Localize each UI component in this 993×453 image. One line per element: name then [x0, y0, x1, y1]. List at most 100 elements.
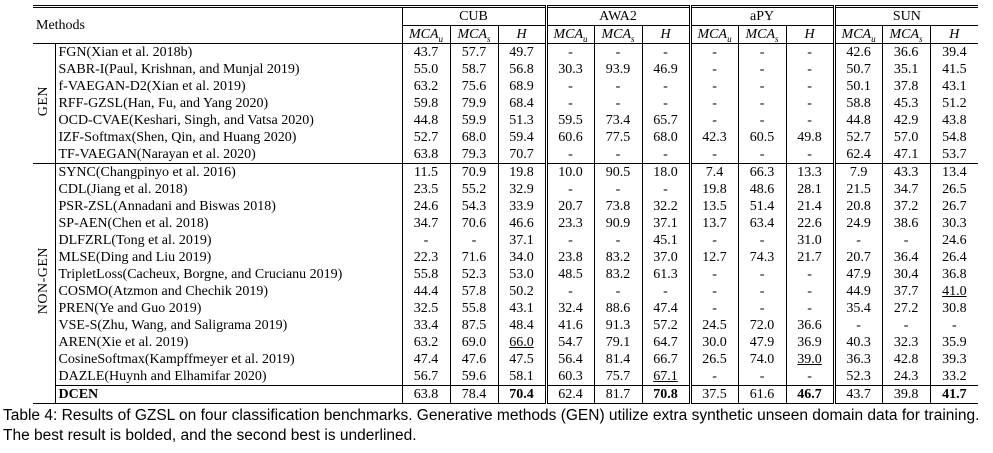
value-text: 83.2 [605, 249, 631, 265]
value-cell: 35.9 [929, 334, 979, 351]
column-main: MCA [553, 26, 584, 42]
value-cell: - [688, 232, 739, 249]
method-cell: DAZLE(Huynh and Elhamifar 2020) [58, 368, 267, 384]
value-text: - [856, 317, 861, 333]
value-text: 63.8 [413, 146, 439, 162]
value-text: 52.7 [413, 129, 439, 145]
value-cell: 44.8 [832, 112, 883, 129]
value-text: 59.5 [558, 112, 583, 128]
column-header: MCAu [832, 25, 883, 44]
value-cell: 19.8 [688, 181, 739, 198]
value-text: - [807, 78, 812, 94]
value-cell: - [688, 283, 739, 300]
value-cell: 55.8 [401, 266, 450, 283]
value-text: - [615, 232, 621, 248]
value-text: 13.5 [702, 198, 727, 214]
value-text: 33.2 [942, 368, 967, 384]
column-main: MCA [457, 26, 488, 42]
value-text: 41.0 [942, 283, 967, 299]
value-text: 37.5 [702, 386, 727, 402]
method-cell: FGN(Xian et al. 2018b) [55, 43, 402, 61]
value-text: 74.0 [749, 351, 775, 367]
value-cell: 32.4 [544, 300, 594, 317]
value-cell: - [593, 78, 642, 95]
value-cell: - [929, 317, 979, 334]
value-cell: 47.9 [737, 334, 787, 351]
value-cell: 34.7 [401, 215, 450, 232]
value-text: 11.5 [414, 164, 438, 180]
value-cell: - [544, 283, 594, 300]
value-cell: 57.8 [449, 283, 498, 300]
table-row: OCD-CVAE(Keshari, Singh, and Vatsa 2020)… [33, 112, 979, 129]
value-cell: 73.4 [593, 112, 642, 129]
value-cell: 70.6 [449, 215, 498, 232]
value-cell: 42.8 [881, 351, 931, 368]
value-cell: 50.1 [832, 78, 883, 95]
value-text: 20.7 [846, 249, 871, 265]
value-text: 47.4 [413, 351, 439, 367]
value-text: 79.3 [461, 146, 487, 162]
value-text: - [712, 61, 717, 77]
value-text: 49.7 [509, 44, 534, 60]
method-cell: RFF-GZSL(Han, Fu, and Yang 2020) [58, 95, 269, 111]
value-cell: 43.7 [401, 43, 450, 61]
value-text: 43.7 [846, 386, 871, 402]
value-cell: - [785, 112, 835, 129]
value-cell: 47.5 [497, 351, 546, 368]
value-text: 59.6 [461, 368, 487, 384]
value-text: - [615, 146, 621, 162]
value-text: 58.8 [846, 95, 871, 111]
value-text: 68.0 [461, 129, 487, 145]
value-text: 54.8 [942, 129, 967, 145]
value-text: 58.1 [509, 368, 534, 384]
value-text: - [759, 95, 765, 111]
value-cell: 20.7 [544, 198, 594, 215]
value-cell: - [737, 146, 787, 164]
column-sub: u [727, 33, 732, 44]
value-text: 37.7 [893, 283, 919, 299]
column-header: MCAs [881, 25, 931, 44]
value-text: 30.3 [942, 215, 967, 231]
value-text: 36.6 [893, 44, 919, 60]
value-cell: 43.1 [929, 78, 979, 95]
value-cell: 30.4 [881, 266, 931, 283]
value-cell: 59.9 [449, 112, 498, 129]
method-cell: DLFZRL(Tong et al. 2019) [58, 232, 212, 248]
table-row: SABR-I(Paul, Krishnan, and Munjal 2019) 5… [33, 61, 979, 78]
value-cell: 21.7 [785, 249, 835, 266]
value-cell: 79.3 [449, 146, 498, 164]
value-text: 47.6 [461, 351, 487, 367]
value-text: - [568, 181, 573, 197]
value-cell: 13.7 [688, 215, 739, 232]
value-text: - [807, 146, 812, 162]
table-row: CDL(Jiang et al. 2018) 23.5 55.2 32.9 - - - 19.… [33, 181, 979, 198]
value-text: 33.9 [509, 198, 534, 214]
value-text: 46.6 [509, 215, 534, 231]
value-text: 66.7 [653, 351, 678, 367]
value-text: 10.0 [558, 164, 583, 180]
value-cell: 45.3 [881, 95, 931, 112]
value-text: - [663, 181, 668, 197]
value-text: 24.5 [702, 317, 727, 333]
value-cell: 48.4 [497, 317, 546, 334]
value-cell: - [593, 232, 642, 249]
value-text: - [807, 368, 812, 384]
group-label: NON-GEN [35, 247, 51, 315]
value-text: 69.0 [461, 334, 487, 350]
value-cell: 33.4 [401, 317, 450, 334]
value-text: 93.9 [605, 61, 631, 77]
value-cell: 50.7 [832, 61, 883, 78]
column-main: MCA [889, 26, 920, 42]
value-cell: - [688, 61, 739, 78]
value-cell: - [832, 232, 883, 249]
value-cell: - [593, 95, 642, 112]
value-text: - [759, 368, 765, 384]
value-text: 27.2 [893, 300, 919, 316]
column-main: MCA [601, 26, 632, 42]
method-cell: CDL(Jiang et al. 2018) [58, 181, 188, 197]
value-cell: 75.7 [593, 368, 642, 386]
value-text: 55.0 [413, 61, 439, 77]
value-cell: - [785, 43, 835, 61]
column-sub: s [775, 33, 779, 44]
table-row: DCEN 63.8 78.4 70.4 62.4 81.7 70.8 37.5 61.6 46.7… [33, 385, 979, 404]
